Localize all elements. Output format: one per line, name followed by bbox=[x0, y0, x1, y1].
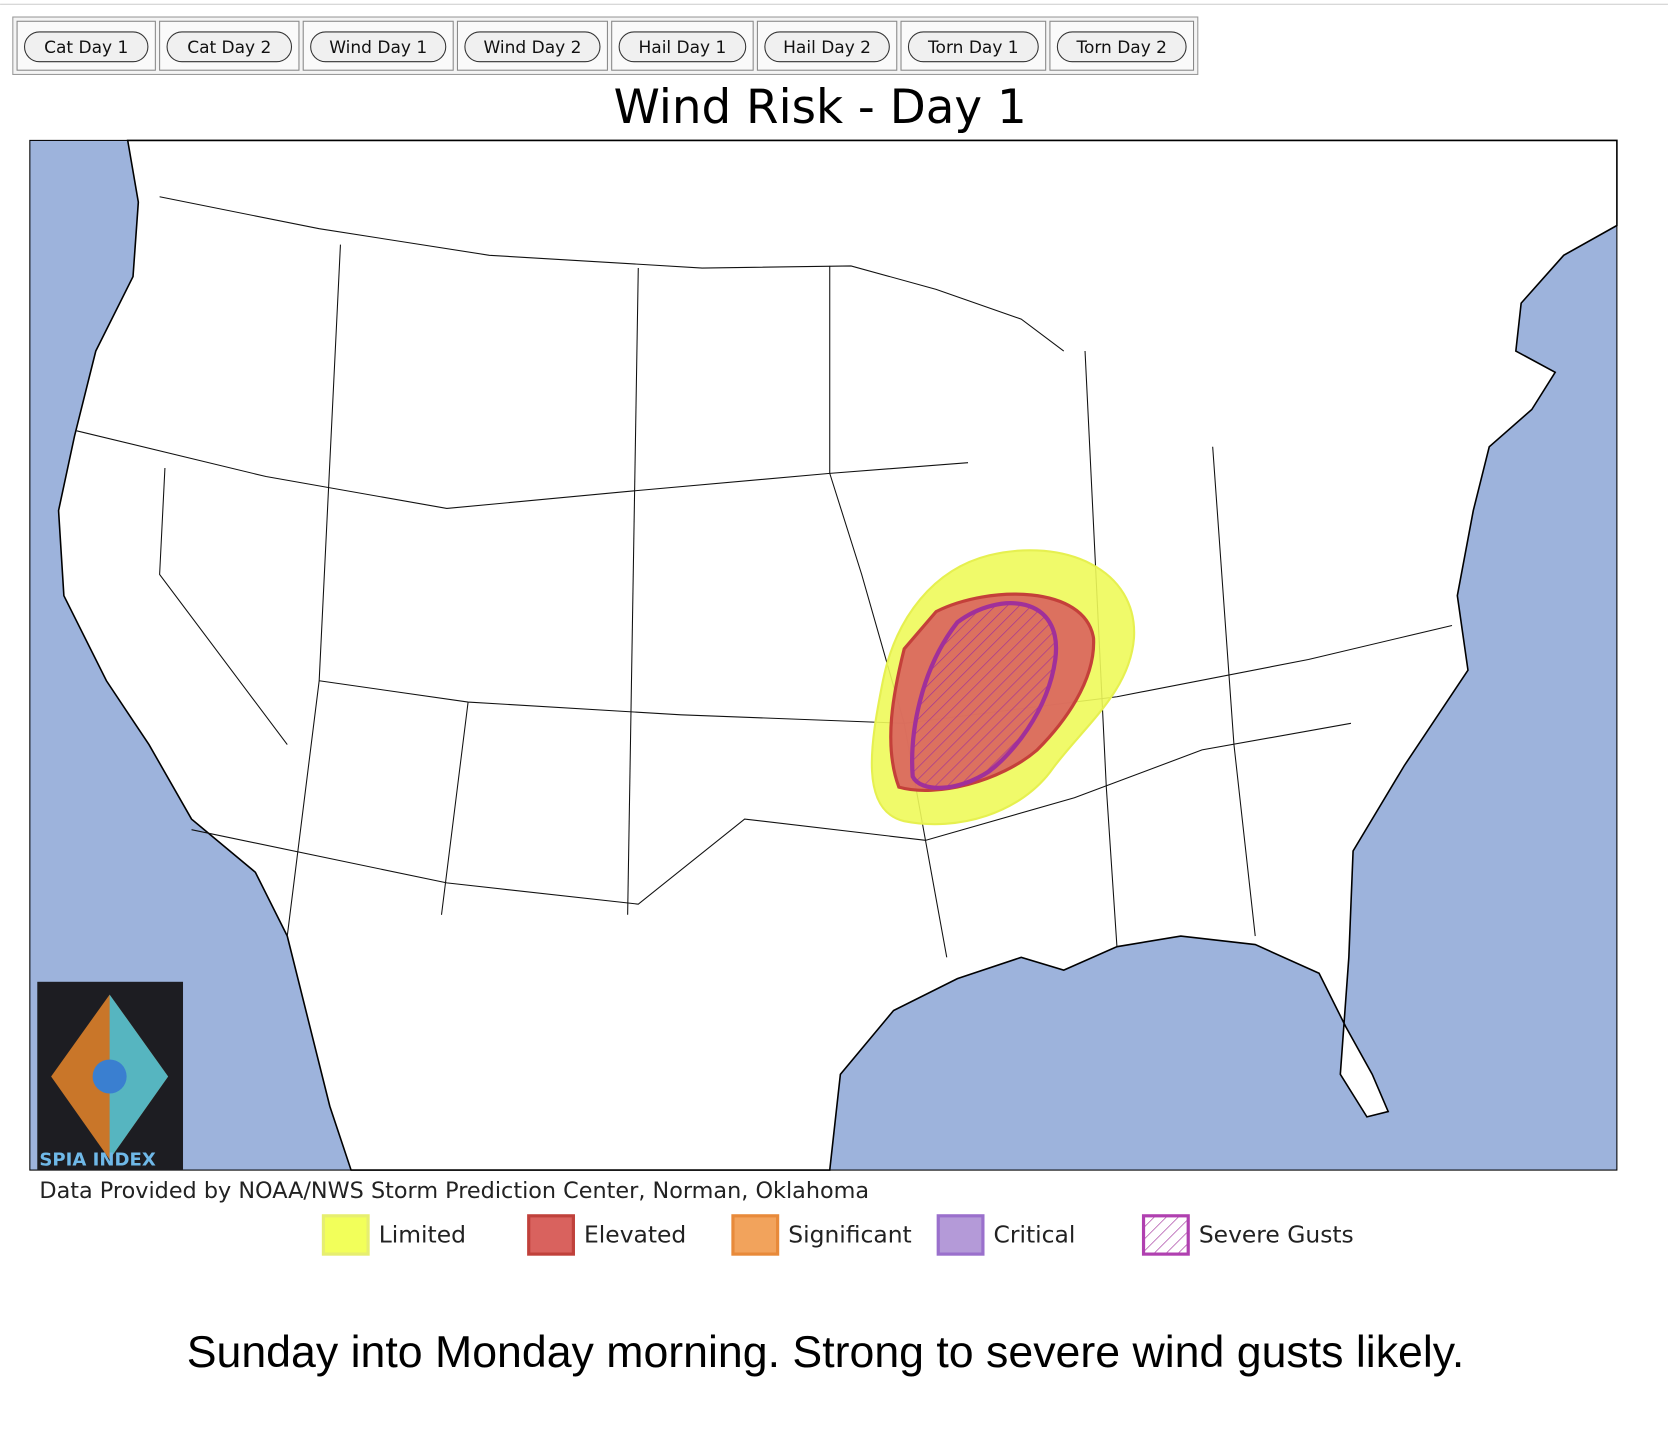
tab-button[interactable]: Hail Day 2 bbox=[756, 20, 898, 71]
legend-swatch bbox=[321, 1214, 370, 1256]
tab-button[interactable]: Hail Day 1 bbox=[611, 20, 754, 71]
land bbox=[57, 139, 1618, 1171]
tab-label[interactable]: Hail Day 2 bbox=[783, 38, 871, 58]
data-credit: Data Provided by NOAA/NWS Storm Predicti… bbox=[39, 1178, 869, 1204]
tab-pill[interactable] bbox=[23, 31, 149, 63]
tab-pill[interactable] bbox=[764, 31, 890, 63]
tab-pill[interactable] bbox=[907, 31, 1039, 63]
legend-label: Elevated bbox=[584, 1221, 686, 1249]
tab-button[interactable]: Wind Day 2 bbox=[456, 20, 608, 71]
tab-label[interactable]: Torn Day 2 bbox=[1075, 38, 1167, 58]
logo-globe bbox=[92, 1059, 127, 1094]
boundaries bbox=[76, 196, 1453, 958]
legend-swatch bbox=[936, 1214, 985, 1256]
tab-pill[interactable] bbox=[464, 31, 601, 63]
legend-label: Critical bbox=[994, 1221, 1076, 1249]
legend-label: Significant bbox=[788, 1221, 911, 1249]
tab-label[interactable]: Cat Day 2 bbox=[187, 38, 271, 58]
tab-button[interactable]: Cat Day 2 bbox=[159, 20, 300, 71]
tab-pill[interactable] bbox=[618, 31, 747, 63]
severe-gusts-area bbox=[910, 601, 1059, 790]
tab-pill[interactable] bbox=[166, 31, 293, 63]
logo-text: SPIA INDEX bbox=[39, 1150, 155, 1171]
tab-pill[interactable] bbox=[1056, 31, 1187, 63]
map-title: Wind Risk - Day 1 bbox=[614, 81, 1027, 135]
tab-label[interactable]: Wind Day 1 bbox=[329, 38, 427, 58]
tab-button[interactable]: Torn Day 1 bbox=[900, 20, 1047, 71]
tab-button[interactable]: Wind Day 1 bbox=[302, 20, 454, 71]
logo-diamond-right bbox=[109, 994, 169, 1160]
tab-pill[interactable] bbox=[310, 31, 447, 63]
map: SPIA INDEX bbox=[29, 139, 1618, 1171]
tab-label[interactable]: Wind Day 2 bbox=[483, 38, 581, 58]
tab-label[interactable]: Hail Day 1 bbox=[639, 38, 727, 58]
legend-swatch bbox=[527, 1214, 575, 1256]
legend-swatch bbox=[731, 1214, 780, 1256]
legend-label: Limited bbox=[379, 1221, 466, 1249]
tab-label[interactable]: Torn Day 1 bbox=[927, 38, 1019, 58]
legend-swatch bbox=[1141, 1214, 1190, 1256]
legend-label: Severe Gusts bbox=[1199, 1221, 1354, 1249]
legend: Limited Elevated Significant Critical Severe… bbox=[321, 1214, 1354, 1256]
tab-button[interactable]: Torn Day 2 bbox=[1049, 20, 1195, 71]
caption: Sunday into Monday morning. Strong to se… bbox=[187, 1328, 1465, 1377]
tab-button[interactable]: Cat Day 1 bbox=[16, 20, 156, 71]
tab-group: Cat Day 1 Cat Day 2 Wind Day 1 Wind Day 2 Ha… bbox=[16, 20, 1195, 71]
tab-label[interactable]: Cat Day 1 bbox=[44, 38, 128, 58]
